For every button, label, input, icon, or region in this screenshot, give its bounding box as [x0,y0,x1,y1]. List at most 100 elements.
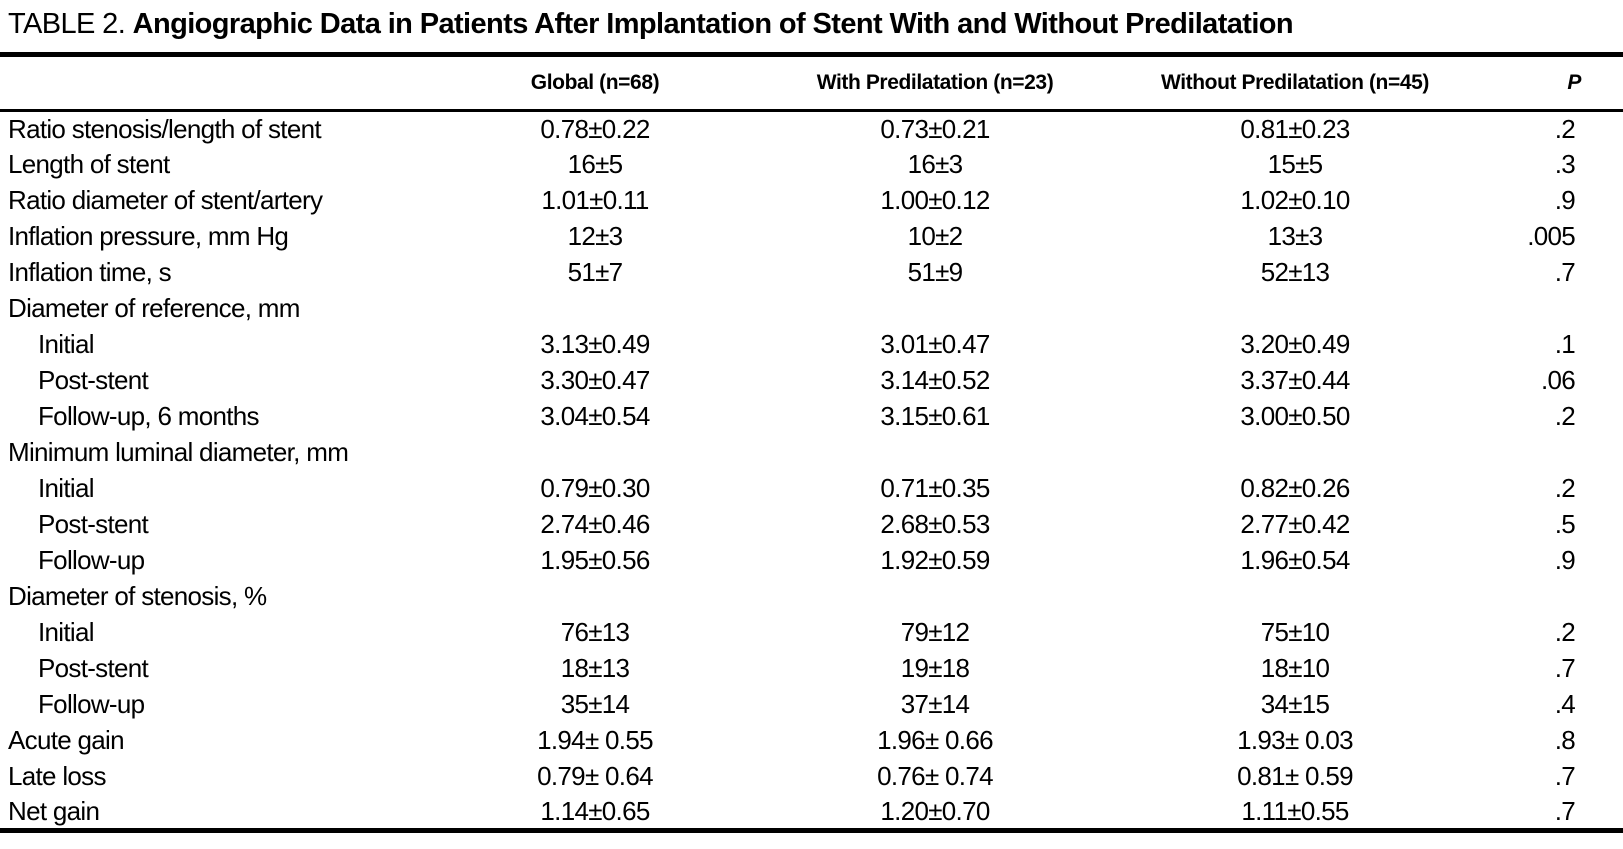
cell-global: 0.78±0.22 [540,113,650,144]
cell-p-value: .06 [1540,365,1576,395]
table-row: Inflation pressure, mm Hg 12±3 10±2 13±3… [0,219,1623,255]
cell-p-value: .8 [1554,725,1576,755]
table-row: Late loss 0.79± 0.64 0.76± 0.74 0.81± 0.… [0,759,1623,795]
table-title: TABLE 2. Angiographic Data in Patients A… [0,4,1623,52]
cell-with-predilatation: 2.68±0.53 [880,509,990,539]
cell-global [430,291,760,327]
cell-without-predilatation: 3.37±0.44 [1240,365,1350,395]
table-row: Follow-up 35±14 37±14 34±15 .4 [0,687,1623,723]
row-label: Length of stent [8,149,170,179]
cell-global: 18±13 [560,653,630,683]
table-row: Ratio diameter of stent/artery 1.01±0.11… [0,183,1623,219]
cell-p-value: .7 [1554,257,1576,287]
cell-with-predilatation: 19±18 [900,653,970,683]
header-global: Global (n=68) [430,54,760,112]
cell-p-value: .1 [1554,329,1576,359]
table-row: Net gain 1.14±0.65 1.20±0.70 1.11±0.55 .… [0,795,1623,831]
cell-without-predilatation: 52±13 [1260,257,1330,287]
cell-global: 1.01±0.11 [541,185,649,215]
row-label: Acute gain [8,725,125,755]
cell-p-value [1480,435,1623,471]
cell-global: 3.04±0.54 [540,401,650,431]
cell-without-predilatation: 2.77±0.42 [1240,509,1350,539]
row-label: Diameter of reference, mm [8,293,300,323]
cell-without-predilatation: 1.02±0.10 [1240,185,1350,215]
cell-without-predilatation: 0.82±0.26 [1240,473,1350,503]
table-row: Initial 3.13±0.49 3.01±0.47 3.20±0.49 .1 [0,327,1623,363]
cell-global: 0.79±0.30 [540,473,650,503]
table-row: Follow-up 1.95±0.56 1.92±0.59 1.96±0.54 … [0,543,1623,579]
cell-with-predilatation: 0.76± 0.74 [877,761,993,791]
header-empty [0,54,430,112]
cell-with-predilatation [760,435,1110,471]
row-label: Ratio diameter of stent/artery [8,185,323,215]
cell-with-predilatation: 79±12 [900,617,970,647]
table-row: Ratio stenosis/length of stent 0.78±0.22… [0,111,1623,147]
row-label: Inflation pressure, mm Hg [8,221,289,251]
row-label: Minimum luminal diameter, mm [8,437,349,467]
cell-with-predilatation: 3.01±0.47 [880,329,990,359]
cell-global: 3.30±0.47 [540,365,650,395]
cell-without-predilatation: 1.11±0.55 [1241,795,1349,826]
cell-with-predilatation: 1.20±0.70 [880,795,990,826]
cell-global: 35±14 [560,689,630,719]
cell-global: 76±13 [560,617,630,647]
header-row: Global (n=68) With Predilatation (n=23) … [0,54,1623,112]
cell-p-value: .7 [1554,795,1576,826]
cell-without-predilatation: 13±3 [1267,221,1324,251]
cell-p-value: .9 [1554,185,1576,215]
table-header: Global (n=68) With Predilatation (n=23) … [0,54,1623,112]
cell-with-predilatation: 3.14±0.52 [880,365,990,395]
cell-with-predilatation: 1.96± 0.66 [877,725,993,755]
cell-with-predilatation: 0.73±0.21 [880,113,990,144]
cell-without-predilatation: 18±10 [1260,653,1330,683]
cell-global: 16±5 [567,149,624,179]
row-label: Diameter of stenosis, % [8,581,267,611]
row-label: Post-stent [38,653,149,683]
row-label: Follow-up, 6 months [38,401,260,431]
table-row: Length of stent 16±5 16±3 15±5 .3 [0,147,1623,183]
angiographic-data-table: Global (n=68) With Predilatation (n=23) … [0,52,1623,833]
cell-without-predilatation: 0.81± 0.59 [1237,761,1353,791]
cell-global: 0.79± 0.64 [537,761,653,791]
cell-without-predilatation [1110,579,1480,615]
table-row: Inflation time, s 51±7 51±9 52±13 .7 [0,255,1623,291]
cell-global: 51±7 [567,257,624,287]
table-row: Acute gain 1.94± 0.55 1.96± 0.66 1.93± 0… [0,723,1623,759]
cell-p-value [1480,291,1623,327]
cell-global: 12±3 [567,221,624,251]
header-p-value: P [1480,54,1623,112]
row-label: Initial [38,329,94,359]
cell-p-value: .7 [1554,761,1576,791]
cell-without-predilatation [1110,291,1480,327]
cell-global: 1.95±0.56 [540,545,650,575]
cell-with-predilatation [760,579,1110,615]
cell-with-predilatation: 51±9 [907,257,964,287]
header-with-predilatation: With Predilatation (n=23) [760,54,1110,112]
cell-with-predilatation: 1.00±0.12 [880,185,990,215]
row-label: Inflation time, s [8,257,172,287]
cell-with-predilatation: 3.15±0.61 [880,401,990,431]
cell-with-predilatation: 1.92±0.59 [880,545,990,575]
cell-without-predilatation: 0.81±0.23 [1240,113,1350,144]
row-label: Initial [38,617,94,647]
cell-p-value: .4 [1554,689,1576,719]
cell-p-value: .2 [1554,113,1576,144]
cell-p-value: .5 [1554,509,1576,539]
table-body: Ratio stenosis/length of stent 0.78±0.22… [0,111,1623,831]
cell-without-predilatation: 75±10 [1260,617,1330,647]
row-label: Net gain [8,795,100,826]
cell-without-predilatation: 3.00±0.50 [1240,401,1350,431]
cell-with-predilatation: 10±2 [907,221,964,251]
cell-global: 1.94± 0.55 [537,725,653,755]
cell-p-value: .9 [1554,545,1576,575]
row-label: Follow-up [38,689,145,719]
table-title-text: Angiographic Data in Patients After Impl… [132,8,1294,40]
cell-without-predilatation: 34±15 [1260,689,1330,719]
cell-without-predilatation: 15±5 [1267,149,1324,179]
row-label: Ratio stenosis/length of stent [8,113,322,144]
table-row: Initial 0.79±0.30 0.71±0.35 0.82±0.26 .2 [0,471,1623,507]
cell-global: 3.13±0.49 [540,329,650,359]
cell-global [430,435,760,471]
cell-p-value: .005 [1527,221,1576,251]
